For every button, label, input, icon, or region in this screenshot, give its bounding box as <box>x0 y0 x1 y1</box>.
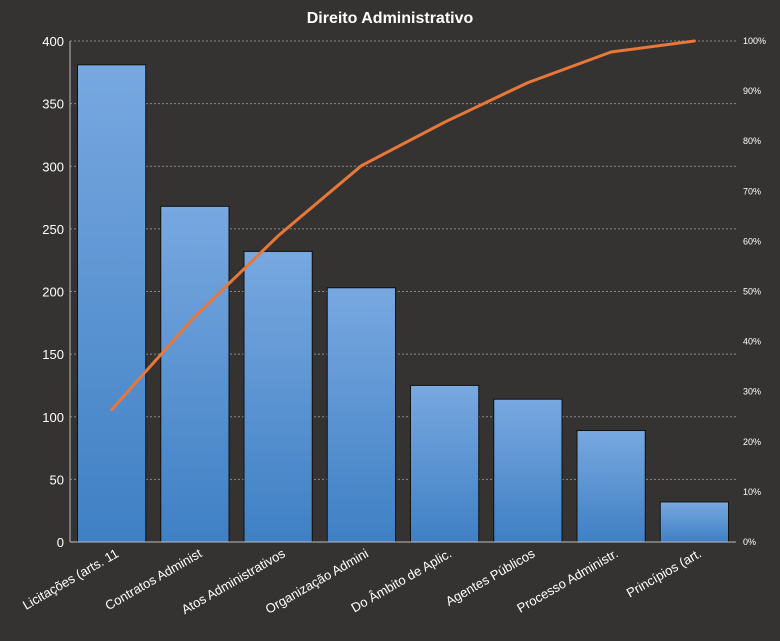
y-tick-label: 0 <box>57 535 64 550</box>
y2-tick-label: 0% <box>743 537 756 547</box>
bar <box>243 250 313 543</box>
y2-tick-label: 20% <box>743 437 761 447</box>
y2-tick-label: 90% <box>743 86 761 96</box>
y2-tick-label: 50% <box>743 287 761 297</box>
bar <box>493 398 563 543</box>
x-tick-label: Princípios (art. <box>624 546 704 601</box>
bar <box>659 501 730 543</box>
cumulative-series-line <box>110 39 696 412</box>
bar <box>160 205 230 543</box>
gridlines <box>70 40 736 480</box>
y-tick-label: 400 <box>42 34 64 49</box>
y-tick-label: 50 <box>50 472 64 487</box>
y-tick-label: 350 <box>42 97 64 112</box>
y2-tick-label: 100% <box>743 36 766 46</box>
bar <box>409 384 480 543</box>
chart-title: Direito Administrativo <box>307 10 474 27</box>
bar <box>576 430 646 543</box>
cumulative-line <box>110 39 696 412</box>
y2-tick-label: 10% <box>743 487 761 497</box>
y-tick-label: 300 <box>42 159 64 174</box>
right-axis: 0% 10% 20% 30% 40% 50% 60% 70% 80% 90% 100% <box>743 36 766 547</box>
y2-tick-label: 60% <box>743 236 761 246</box>
left-axis: 0 50 100 150 200 250 300 350 400 <box>42 34 71 550</box>
y2-tick-label: 30% <box>743 387 761 397</box>
y-tick-label: 200 <box>42 285 64 300</box>
y-tick-label: 250 <box>42 222 64 237</box>
bars <box>76 64 730 543</box>
y2-tick-label: 70% <box>743 186 761 196</box>
y-tick-label: 100 <box>42 410 64 425</box>
bar <box>326 287 397 543</box>
y-tick-label: 150 <box>42 347 64 362</box>
bar <box>76 64 147 543</box>
y2-tick-label: 80% <box>743 136 761 146</box>
y2-tick-label: 40% <box>743 337 761 347</box>
